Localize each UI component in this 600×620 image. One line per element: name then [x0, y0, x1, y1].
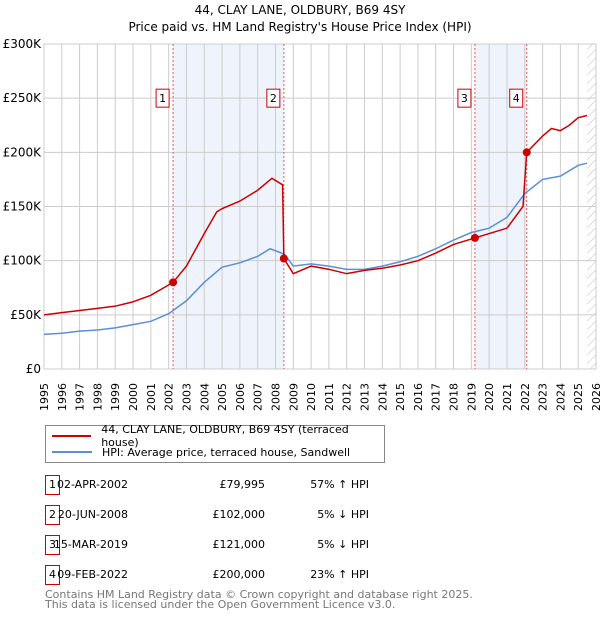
sale-date: 20-JUN-2008 [57, 508, 128, 521]
y-tick-label: £100K [3, 254, 43, 268]
sale-marker-number: 1 [159, 92, 166, 105]
x-tick-label: 2000 [127, 383, 140, 411]
table-row: 2 20-JUN-2008 £102,000 5% ↓ HPI [45, 505, 385, 525]
sale-price: £200,000 [212, 568, 266, 581]
sale-price: £102,000 [212, 508, 266, 521]
sale-marker-label: 1 [45, 475, 60, 495]
chart-subtitle: Price paid vs. HM Land Registry's House … [128, 20, 471, 34]
x-tick-label: 2021 [501, 383, 514, 411]
sale-marker-box [509, 88, 524, 108]
x-tick-label: 2009 [287, 383, 300, 411]
x-tick-label: 2019 [465, 383, 478, 411]
legend-swatch-property [52, 435, 92, 437]
y-tick-label: £250K [3, 91, 43, 105]
x-tick-label: 1995 [38, 383, 51, 411]
series-line [43, 162, 588, 336]
table-row: 1 02-APR-2002 £79,995 57% ↑ HPI [45, 475, 385, 495]
x-tick-label: 1998 [91, 383, 104, 411]
x-tick-label: 2018 [448, 383, 461, 411]
footer-copyright: Contains HM Land Registry data © Crown c… [45, 588, 473, 601]
x-tick-label: 2008 [269, 383, 282, 411]
sale-marker-number: 4 [513, 92, 520, 105]
x-tick-label: 2016 [412, 383, 425, 411]
sale-hpi-diff: 23% ↑ HPI [310, 568, 369, 581]
x-tick-label: 2010 [305, 383, 318, 411]
sale-marker-box [457, 88, 472, 108]
sale-marker-number: 3 [461, 92, 468, 105]
table-row: 3 15-MAR-2019 £121,000 5% ↓ HPI [45, 535, 385, 555]
price-chart: 44, CLAY LANE, OLDBURY, B69 4SY Price pa… [3, 3, 600, 411]
x-tick-label: 2020 [483, 383, 496, 411]
x-tick-label: 1997 [74, 383, 87, 411]
x-tick-label: 2014 [376, 383, 389, 411]
sale-price: £121,000 [212, 538, 266, 551]
y-tick-label: £200K [3, 145, 43, 159]
sale-marker-box [266, 88, 281, 108]
x-tick-label: 2017 [430, 383, 443, 411]
y-tick-label: £0 [26, 362, 41, 376]
x-tick-label: 2026 [590, 383, 600, 411]
x-tick-label: 2006 [234, 383, 247, 411]
sale-marker-label: 2 [45, 505, 60, 525]
x-tick-label: 2025 [572, 383, 585, 411]
x-tick-label: 2005 [216, 383, 229, 411]
chart-title: 44, CLAY LANE, OLDBURY, B69 4SY [195, 3, 407, 17]
x-tick-label: 2024 [554, 383, 567, 411]
legend-swatch-hpi [52, 451, 92, 453]
x-tick-label: 1999 [109, 383, 122, 411]
x-tick-label: 1996 [56, 383, 69, 411]
sale-date: 15-MAR-2019 [53, 538, 128, 551]
sale-marker-box [155, 88, 170, 108]
y-tick-label: £300K [3, 37, 43, 51]
legend: 44, CLAY LANE, OLDBURY, B69 4SY (terrace… [45, 423, 385, 463]
sale-point [522, 148, 531, 157]
x-tick-label: 2007 [252, 383, 265, 411]
y-tick-label: £50K [10, 308, 42, 322]
series-line [43, 114, 588, 316]
y-tick-label: £150K [3, 200, 43, 214]
sale-hpi-diff: 5% ↓ HPI [317, 538, 369, 551]
sale-marker-label: 4 [45, 565, 60, 585]
sale-marker-label: 3 [45, 535, 60, 555]
x-tick-label: 2004 [198, 383, 211, 411]
x-tick-label: 2011 [323, 383, 336, 411]
sale-hpi-diff: 5% ↓ HPI [317, 508, 369, 521]
x-tick-label: 2013 [359, 383, 372, 411]
footer: Contains HM Land Registry data © Crown c… [45, 588, 473, 611]
sale-date: 02-APR-2002 [56, 478, 128, 491]
x-tick-label: 2002 [163, 383, 176, 411]
x-tick-label: 2001 [145, 383, 158, 411]
footer-licence: This data is licensed under the Open Gov… [45, 598, 396, 611]
table-row: 4 09-FEB-2022 £200,000 23% ↑ HPI [45, 565, 385, 585]
sale-hpi-diff: 57% ↑ HPI [310, 478, 369, 491]
sale-date: 09-FEB-2022 [57, 568, 128, 581]
x-tick-label: 2022 [519, 383, 532, 411]
sale-point [470, 233, 479, 242]
sale-point [169, 278, 178, 287]
x-tick-label: 2012 [341, 383, 354, 411]
sale-price: £79,995 [219, 478, 266, 491]
x-tick-label: 2003 [180, 383, 193, 411]
legend-label-hpi: HPI: Average price, terraced house, Sand… [102, 445, 351, 459]
legend-label-property: 44, CLAY LANE, OLDBURY, B69 4SY (terrace… [101, 423, 349, 449]
x-tick-label: 2015 [394, 383, 407, 411]
sale-marker-number: 2 [270, 92, 277, 105]
x-tick-label: 2023 [537, 383, 550, 411]
sale-point [279, 254, 288, 263]
